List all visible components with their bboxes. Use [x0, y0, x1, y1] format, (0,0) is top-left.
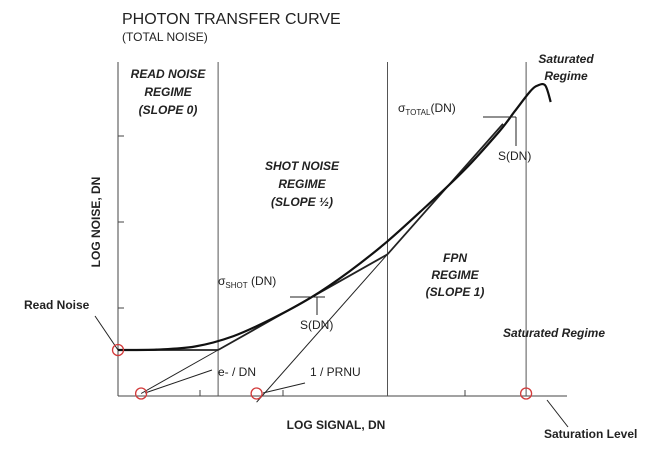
e-per-dn-marker	[134, 387, 148, 400]
prnu-leader	[262, 382, 306, 394]
chart-subtitle: (TOTAL NOISE)	[122, 30, 208, 44]
marker-circles	[111, 343, 533, 400]
prnu-extension-line	[256, 253, 388, 403]
read-noise-marker	[111, 343, 125, 357]
saturation-level-marker	[519, 387, 533, 400]
axis-ticks	[118, 135, 466, 396]
read-noise-callout: Read Noise	[24, 298, 90, 312]
read-noise-leader	[94, 315, 119, 351]
y-axis-label: LOG NOISE, DN	[89, 177, 103, 268]
shot-noise-regime-line2: REGIME	[278, 177, 326, 191]
e-per-dn-leader	[144, 369, 213, 394]
sigma-shot-label: σSHOT (DN)	[218, 274, 276, 290]
prnu-marker	[250, 387, 263, 400]
e-per-dn-extension-line	[140, 349, 219, 394]
sigma-total-label: σTOTAL(DN)	[398, 101, 456, 117]
regime-separators	[217, 62, 527, 396]
read-noise-regime-line2: REGIME	[144, 85, 192, 99]
fpn-regime-line3: (SLOPE 1)	[426, 285, 485, 299]
saturation-level-leader	[546, 399, 569, 428]
chart-title: PHOTON TRANSFER CURVE	[122, 11, 341, 28]
fpn-regime-line2: REGIME	[431, 268, 479, 282]
read-noise-regime-line1: READ NOISE	[131, 67, 207, 81]
read-noise-regime-line3: (SLOPE 0)	[139, 103, 198, 117]
saturated-regime-top-line1: Saturated	[538, 52, 594, 66]
prnu-label: 1 / PRNU	[310, 365, 361, 379]
shot-noise-regime-line1: SHOT NOISE	[265, 159, 340, 173]
s-dn-lower-label: S(DN)	[300, 318, 333, 332]
x-axis-label: LOG SIGNAL, DN	[287, 418, 386, 432]
saturated-regime-bottom: Saturated Regime	[503, 326, 605, 340]
shot-noise-regime-line3: (SLOPE ½)	[271, 195, 333, 209]
fpn-regime-line1: FPN	[443, 251, 467, 265]
e-per-dn-label: e- / DN	[218, 365, 256, 379]
label-leaders	[94, 116, 569, 428]
saturation-level-callout: Saturation Level	[544, 427, 637, 441]
s-dn-upper-label: S(DN)	[498, 149, 531, 163]
total-noise-curve	[117, 82, 552, 352]
saturated-regime-top-line2: Regime	[544, 69, 588, 83]
